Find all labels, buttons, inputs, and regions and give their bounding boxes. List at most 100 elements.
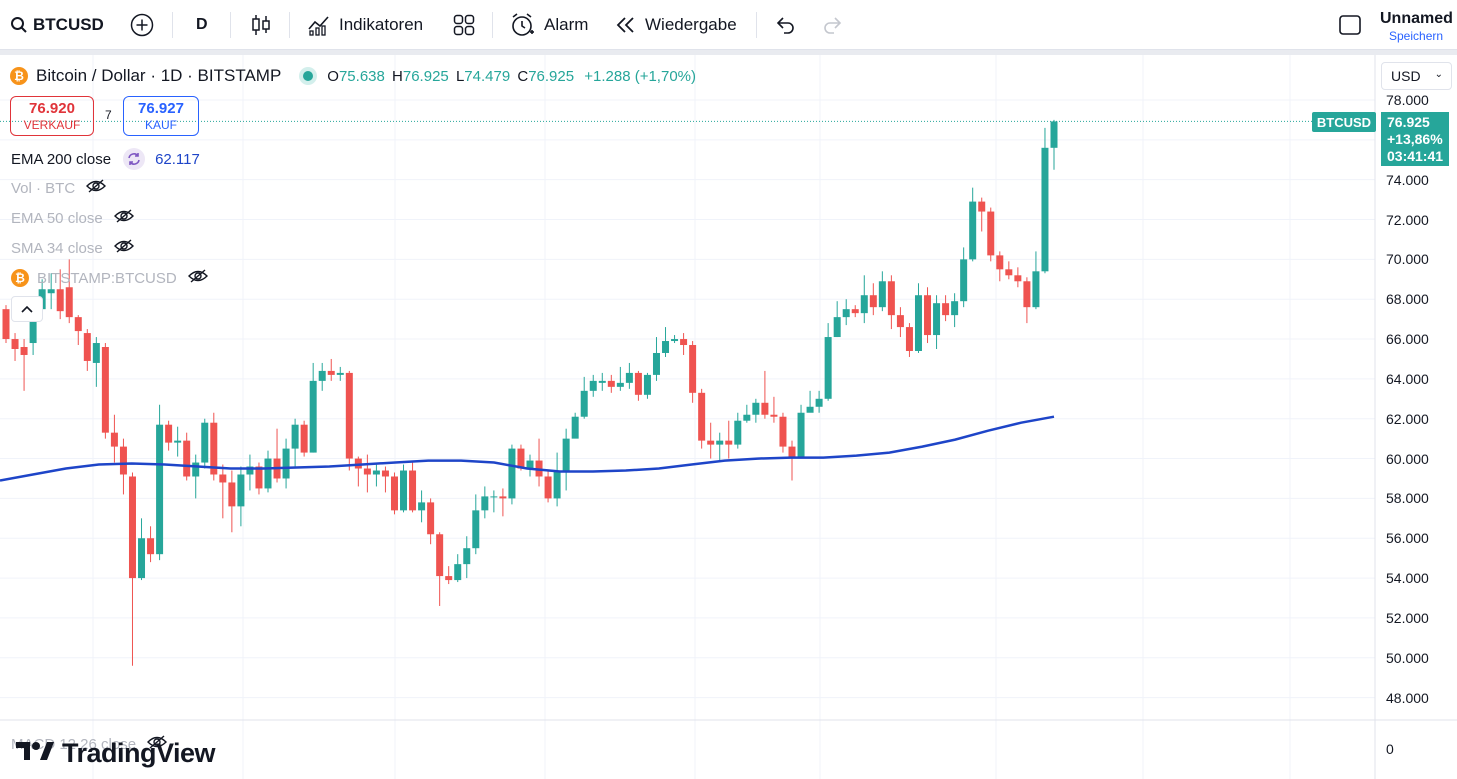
candle-body (652, 352, 660, 375)
chart-grid (0, 55, 1375, 779)
candle-body (29, 309, 37, 344)
chart-type-button[interactable] (250, 0, 272, 50)
redo-button[interactable] (822, 0, 844, 50)
candle-body (662, 341, 670, 353)
candle-body (1041, 147, 1049, 272)
candle-body (147, 538, 155, 555)
indicator-ema200[interactable]: EMA 200 close 62.117 (11, 148, 200, 170)
price-tick: 54.000 (1386, 570, 1429, 587)
candle-body (616, 382, 624, 387)
price-tick: 48.000 (1386, 689, 1429, 706)
compare-symbol-button[interactable] (130, 0, 154, 50)
replay-button[interactable]: Wiedergabe (615, 0, 737, 50)
candle-body (56, 289, 64, 312)
candle-body (842, 309, 850, 318)
candle-body (47, 289, 55, 294)
redo-icon (822, 15, 844, 35)
bar-countdown: 03:41:41 (1387, 148, 1444, 164)
indicators-chart-icon (307, 13, 331, 37)
candle-body (309, 380, 317, 453)
collapse-legend-button[interactable] (11, 296, 43, 322)
candle-body (101, 347, 109, 433)
candle-body (11, 339, 19, 349)
eye-hidden-icon[interactable] (113, 208, 135, 228)
candle-body (689, 345, 697, 393)
indicator-label: EMA 200 close (11, 150, 112, 168)
refresh-icon[interactable] (123, 148, 146, 170)
save-link[interactable]: Speichern (1389, 29, 1444, 43)
candle-body (138, 538, 146, 579)
interval-button[interactable]: D (196, 16, 208, 33)
square-icon (1338, 13, 1362, 37)
candle-body (589, 380, 597, 391)
candle-body (942, 303, 950, 316)
bitcoin-icon: ₿ (11, 269, 29, 287)
eye-hidden-icon[interactable] (113, 238, 135, 258)
symbol-search-button[interactable]: BTCUSD (10, 0, 104, 50)
last-price: 76.925 (1387, 114, 1430, 130)
tradingview-logo[interactable]: TradingView (16, 738, 216, 769)
candle-body (291, 424, 299, 449)
symbol-legend[interactable]: ₿ Bitcoin / Dollar · 1D · BITSTAMP O75.6… (10, 66, 696, 86)
currency-select[interactable]: USD ⌄ (1381, 62, 1452, 90)
candle-body (1005, 269, 1013, 276)
alarm-label: Alarm (544, 15, 589, 34)
indicator-sma34[interactable]: SMA 34 close (11, 238, 135, 258)
layout-name[interactable]: Unnamed (1380, 10, 1453, 27)
candle-body (499, 496, 507, 499)
indicator-compare-btcusd[interactable]: ₿ BITSTAMP:BTCUSD (11, 268, 209, 288)
candle-body (201, 422, 209, 463)
candle-body (797, 412, 805, 457)
indicator-macd[interactable]: MACD 12 26 close (11, 734, 168, 754)
alarm-button[interactable]: Alarm (510, 0, 588, 50)
indicator-volume[interactable]: Vol · BTC (11, 178, 107, 198)
candle-body (833, 317, 841, 338)
price-tick: 70.000 (1386, 251, 1429, 268)
sell-button[interactable]: 76.920 VERKAUF (10, 96, 94, 136)
price-tick: 78.000 (1386, 92, 1429, 108)
price-chart[interactable] (0, 55, 1457, 779)
toolbar-divider (756, 12, 757, 38)
layouts-button[interactable] (452, 0, 476, 50)
indicators-button[interactable]: Indikatoren (307, 0, 423, 50)
candle-body (725, 440, 733, 445)
candle-body (219, 474, 227, 483)
undo-button[interactable] (774, 0, 796, 50)
candle-body (345, 372, 353, 459)
candle-body (978, 201, 986, 212)
candle-body (183, 440, 191, 477)
buy-button[interactable]: 76.927 KAUF (123, 96, 199, 136)
price-tick: 62.000 (1386, 410, 1429, 427)
candle-body (905, 327, 913, 351)
candle-body (165, 424, 173, 443)
fullscreen-button[interactable] (1338, 0, 1362, 50)
candle-body (987, 211, 995, 256)
indicator-ema50[interactable]: EMA 50 close (11, 208, 135, 228)
candle-body (336, 372, 344, 375)
eye-hidden-icon[interactable] (85, 178, 107, 198)
candle-body (815, 398, 823, 407)
grid-layout-icon (452, 13, 476, 37)
candle-body (119, 446, 127, 475)
candle-body (318, 370, 326, 381)
candle-body (924, 295, 932, 336)
candle-body (83, 333, 91, 361)
candle-body (418, 502, 426, 511)
eye-hidden-icon[interactable] (187, 268, 209, 288)
candle-body (743, 414, 751, 421)
price-tick: 52.000 (1386, 609, 1429, 626)
candle-body (228, 482, 236, 507)
candle-body (1050, 121, 1058, 148)
candle-body (951, 301, 959, 316)
market-open-dot (303, 71, 314, 81)
low-value: 74.479 (464, 67, 511, 85)
candle-body (372, 470, 380, 475)
eye-hidden-icon[interactable] (146, 734, 168, 754)
toolbar-divider (172, 12, 173, 38)
candles (2, 119, 1058, 666)
candle-body (327, 370, 335, 375)
candle-body (752, 402, 760, 415)
candle-body (779, 416, 787, 447)
candle-body (174, 440, 182, 443)
candle-body (1023, 281, 1031, 308)
